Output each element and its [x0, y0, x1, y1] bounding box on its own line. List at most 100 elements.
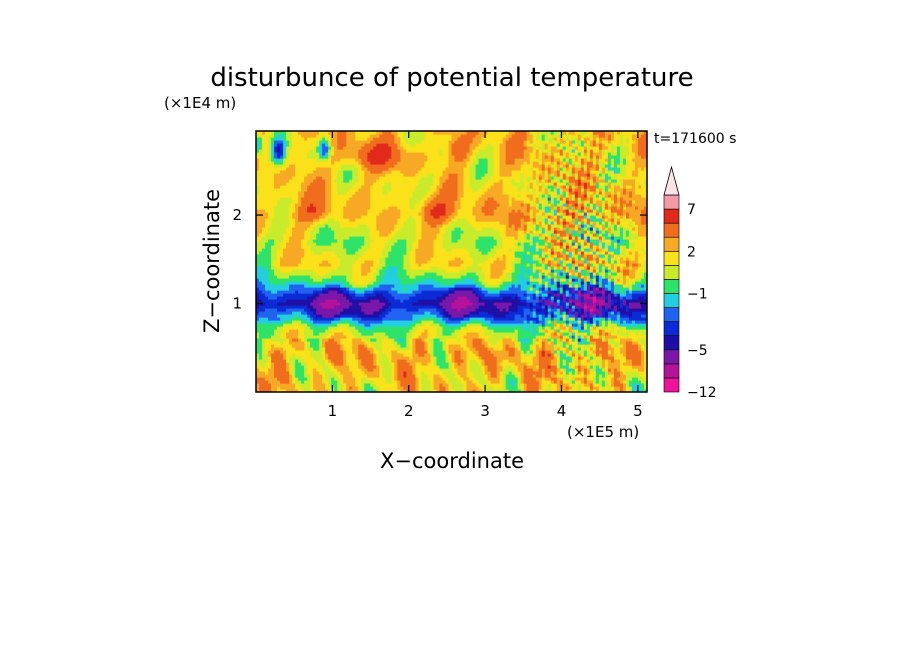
field-cell	[547, 287, 552, 291]
field-cell	[619, 152, 630, 156]
field-cell	[430, 347, 435, 351]
field-cell	[544, 308, 549, 312]
field-cell	[547, 185, 555, 189]
field-cell	[403, 371, 407, 375]
field-cell	[604, 203, 609, 207]
field-cell	[307, 155, 320, 159]
field-cell	[505, 380, 510, 384]
field-cell	[559, 140, 567, 144]
field-cell	[346, 296, 353, 300]
field-cell	[499, 374, 504, 378]
field-cell	[298, 314, 308, 318]
field-cell	[397, 341, 407, 345]
field-cell	[574, 167, 582, 171]
field-cell	[616, 272, 624, 276]
field-cell	[565, 233, 570, 237]
field-cell	[631, 314, 642, 318]
field-cell	[391, 170, 401, 174]
field-cell	[577, 320, 582, 324]
field-cell	[556, 362, 561, 366]
field-cell	[292, 200, 299, 204]
field-cell	[589, 281, 594, 285]
field-cell	[457, 182, 465, 186]
field-cell	[448, 290, 456, 294]
field-cell	[547, 200, 552, 204]
field-cell	[613, 326, 621, 330]
field-cell	[358, 173, 365, 177]
field-cell	[442, 242, 477, 246]
field-cell	[370, 383, 377, 387]
field-cell	[559, 329, 564, 333]
field-cell	[643, 383, 647, 387]
field-cell	[406, 374, 416, 378]
field-cell	[535, 155, 540, 159]
field-cell	[562, 374, 570, 378]
field-cell	[538, 365, 549, 369]
field-cell	[547, 134, 552, 138]
field-cell	[556, 365, 561, 369]
field-cell	[286, 359, 290, 363]
field-cell	[634, 167, 639, 171]
field-cell	[583, 281, 588, 285]
field-cell	[535, 197, 540, 201]
field-cell	[610, 221, 615, 225]
field-cell	[277, 302, 311, 306]
field-cell	[541, 380, 552, 384]
field-cell	[481, 284, 486, 288]
field-cell	[367, 377, 386, 381]
field-cell	[334, 230, 371, 234]
field-cell	[544, 353, 549, 357]
field-cell	[256, 266, 266, 270]
field-cell	[499, 152, 507, 156]
field-cell	[514, 209, 519, 213]
field-cell	[466, 362, 471, 366]
field-cell	[571, 377, 576, 381]
field-cell	[331, 200, 347, 204]
field-cell	[397, 134, 404, 138]
field-cell	[529, 185, 534, 189]
field-cell	[520, 167, 531, 171]
field-cell	[565, 314, 570, 318]
field-cell	[319, 227, 332, 231]
field-cell	[538, 278, 543, 282]
field-cell	[274, 269, 281, 273]
field-cell	[496, 362, 501, 366]
field-cell	[256, 146, 260, 150]
field-cell	[637, 338, 647, 342]
field-cell	[589, 266, 594, 270]
field-cell	[556, 257, 561, 261]
field-cell	[595, 233, 600, 237]
field-cell	[364, 365, 377, 369]
field-cell	[313, 290, 323, 294]
field-cell	[580, 185, 585, 189]
field-cell	[604, 263, 612, 267]
field-cell	[562, 332, 570, 336]
field-cell	[361, 377, 368, 381]
field-cell	[331, 149, 335, 153]
field-cell	[553, 137, 558, 141]
field-cell	[598, 284, 603, 288]
field-cell	[358, 176, 365, 180]
field-cell	[574, 266, 579, 270]
field-cell	[592, 362, 597, 366]
field-cell	[337, 299, 350, 303]
field-cell	[475, 167, 489, 171]
field-cell	[334, 161, 359, 165]
field-cell	[568, 293, 573, 297]
field-cell	[442, 371, 456, 375]
field-cell	[535, 179, 540, 183]
field-cell	[337, 182, 356, 186]
field-cell	[520, 203, 525, 207]
field-cell	[490, 248, 498, 252]
field-cell	[586, 359, 591, 363]
field-cell	[565, 182, 570, 186]
field-cell	[259, 362, 266, 366]
field-cell	[562, 284, 567, 288]
field-cell	[601, 224, 606, 228]
field-cell	[556, 194, 561, 198]
field-cell	[550, 362, 558, 366]
field-cell	[583, 257, 588, 261]
field-cell	[526, 257, 531, 261]
field-cell	[433, 374, 441, 378]
field-cell	[598, 332, 603, 336]
